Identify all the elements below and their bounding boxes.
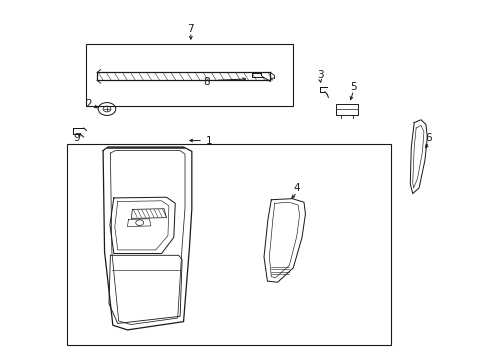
Text: 9: 9 — [73, 133, 80, 143]
Text: 4: 4 — [293, 183, 300, 193]
Text: 6: 6 — [425, 133, 431, 143]
Text: 2: 2 — [85, 99, 92, 109]
Bar — [86, 44, 293, 107]
Bar — [66, 144, 390, 345]
Text: 3: 3 — [316, 70, 323, 80]
Text: 5: 5 — [350, 82, 356, 92]
Text: 7: 7 — [187, 24, 194, 34]
Bar — [335, 104, 357, 116]
Text: 1: 1 — [205, 136, 212, 145]
Text: 8: 8 — [203, 77, 209, 87]
